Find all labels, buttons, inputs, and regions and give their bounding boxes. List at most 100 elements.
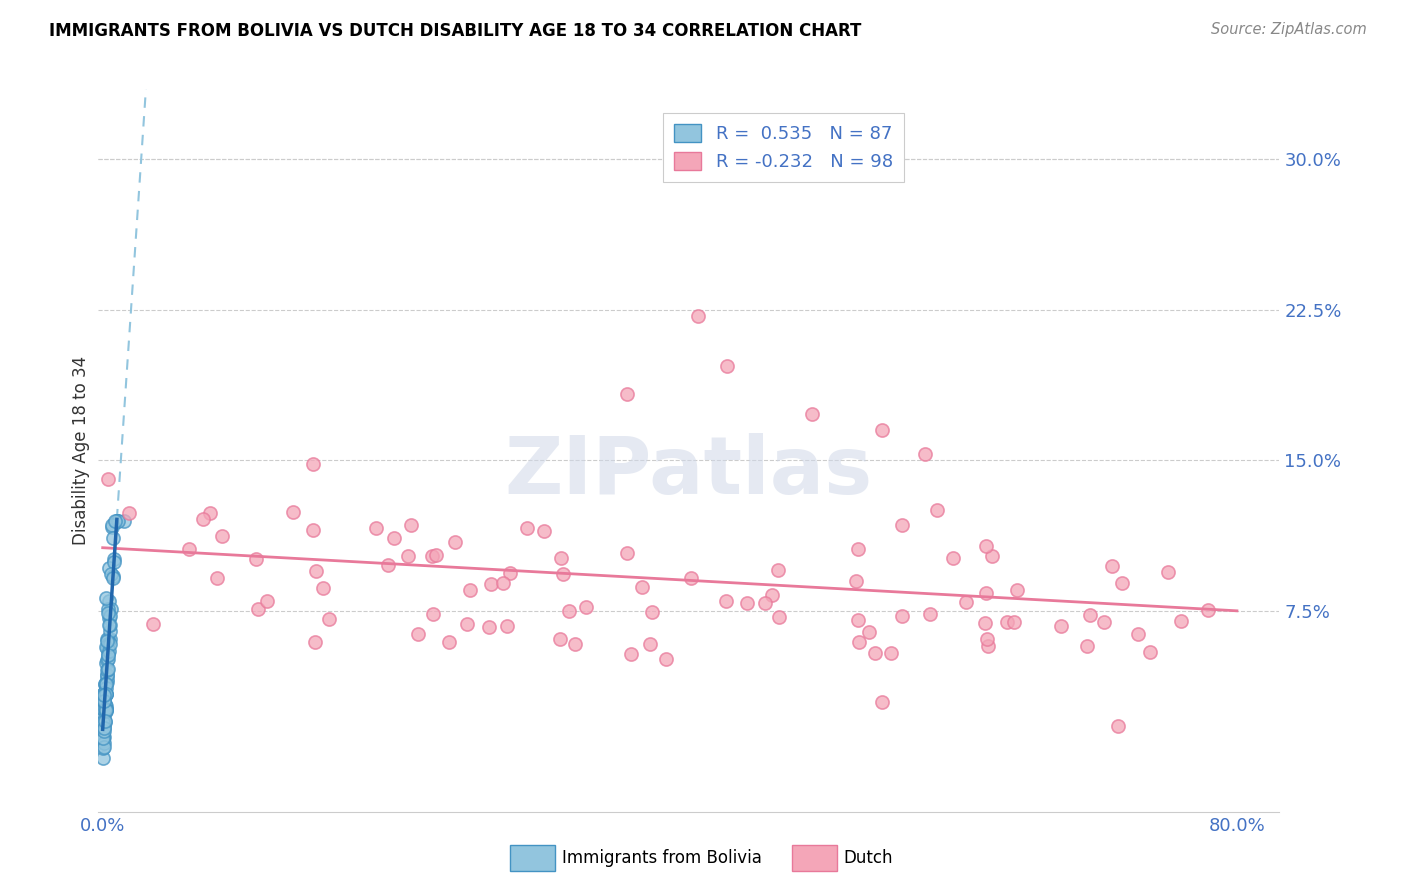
Point	[101, 568, 124, 582]
Point	[198, 506, 221, 520]
Point	[256, 594, 278, 608]
Point	[94, 703, 117, 717]
Point	[616, 387, 638, 401]
Point	[94, 687, 117, 701]
Point	[98, 624, 121, 638]
Point	[98, 632, 121, 647]
Point	[96, 663, 118, 677]
Point	[638, 637, 661, 651]
Point	[974, 615, 997, 630]
Point	[96, 681, 118, 695]
Point	[1092, 615, 1115, 630]
Point	[1078, 608, 1101, 623]
Point	[281, 505, 304, 519]
Point	[91, 715, 114, 730]
Point	[96, 633, 118, 648]
Point	[304, 634, 326, 648]
Point	[456, 616, 478, 631]
Point	[942, 551, 965, 566]
Point	[93, 701, 115, 715]
Point	[408, 626, 430, 640]
Point	[679, 571, 702, 585]
Point	[101, 520, 124, 534]
Point	[914, 448, 936, 462]
Point	[305, 564, 328, 578]
Point	[98, 561, 121, 575]
Point	[479, 577, 502, 591]
Point	[97, 602, 120, 616]
Point	[620, 647, 643, 661]
Point	[977, 639, 1000, 653]
Point	[93, 703, 115, 717]
Point	[97, 648, 120, 662]
Point	[101, 571, 124, 585]
Point	[766, 563, 789, 577]
Point	[714, 593, 737, 607]
Point	[91, 687, 114, 701]
Point	[94, 677, 117, 691]
Point	[94, 701, 117, 715]
Point	[312, 581, 335, 595]
Point	[533, 524, 555, 538]
Point	[101, 531, 124, 545]
Point	[93, 712, 115, 726]
Point	[301, 457, 323, 471]
Point	[96, 656, 118, 670]
Point	[93, 720, 115, 734]
Point	[499, 566, 522, 580]
Point	[97, 652, 120, 666]
Point	[1139, 645, 1161, 659]
Point	[96, 632, 118, 646]
Point	[655, 652, 678, 666]
Point	[94, 591, 117, 605]
Point	[93, 695, 115, 709]
Point	[93, 688, 115, 702]
Y-axis label: Disability Age 18 to 34: Disability Age 18 to 34	[72, 356, 90, 545]
Point	[114, 514, 136, 528]
Point	[716, 359, 738, 374]
Point	[118, 507, 141, 521]
Point	[444, 535, 467, 549]
Point	[211, 529, 233, 543]
Point	[425, 548, 447, 562]
Text: Source: ZipAtlas.com: Source: ZipAtlas.com	[1211, 22, 1367, 37]
Point	[550, 632, 572, 647]
Point	[516, 521, 538, 535]
Point	[97, 611, 120, 625]
Point	[1101, 558, 1123, 573]
Point	[981, 549, 1004, 563]
Point	[575, 599, 598, 614]
Point	[1076, 639, 1098, 653]
Point	[848, 541, 870, 556]
Point	[205, 571, 228, 585]
Point	[94, 677, 117, 691]
Point	[96, 668, 118, 682]
Point	[94, 706, 117, 720]
Point	[492, 575, 515, 590]
Point	[302, 524, 325, 538]
Text: Dutch: Dutch	[844, 849, 893, 867]
Point	[93, 702, 115, 716]
Point	[93, 698, 115, 712]
Point	[91, 727, 114, 741]
Point	[437, 634, 460, 648]
Point	[93, 714, 115, 728]
Point	[105, 514, 128, 528]
Point	[920, 607, 942, 621]
Point	[641, 605, 664, 619]
Point	[754, 596, 776, 610]
Point	[93, 714, 115, 729]
Point	[103, 555, 125, 569]
Point	[318, 612, 340, 626]
Legend: R =  0.535   N = 87, R = -0.232   N = 98: R = 0.535 N = 87, R = -0.232 N = 98	[664, 112, 904, 182]
Point	[955, 595, 977, 609]
Point	[98, 609, 121, 624]
Point	[890, 608, 912, 623]
Point	[104, 514, 127, 528]
Point	[97, 662, 120, 676]
Point	[93, 721, 115, 735]
Point	[96, 673, 118, 687]
Point	[1005, 583, 1028, 598]
Point	[93, 701, 115, 715]
Point	[974, 539, 997, 553]
